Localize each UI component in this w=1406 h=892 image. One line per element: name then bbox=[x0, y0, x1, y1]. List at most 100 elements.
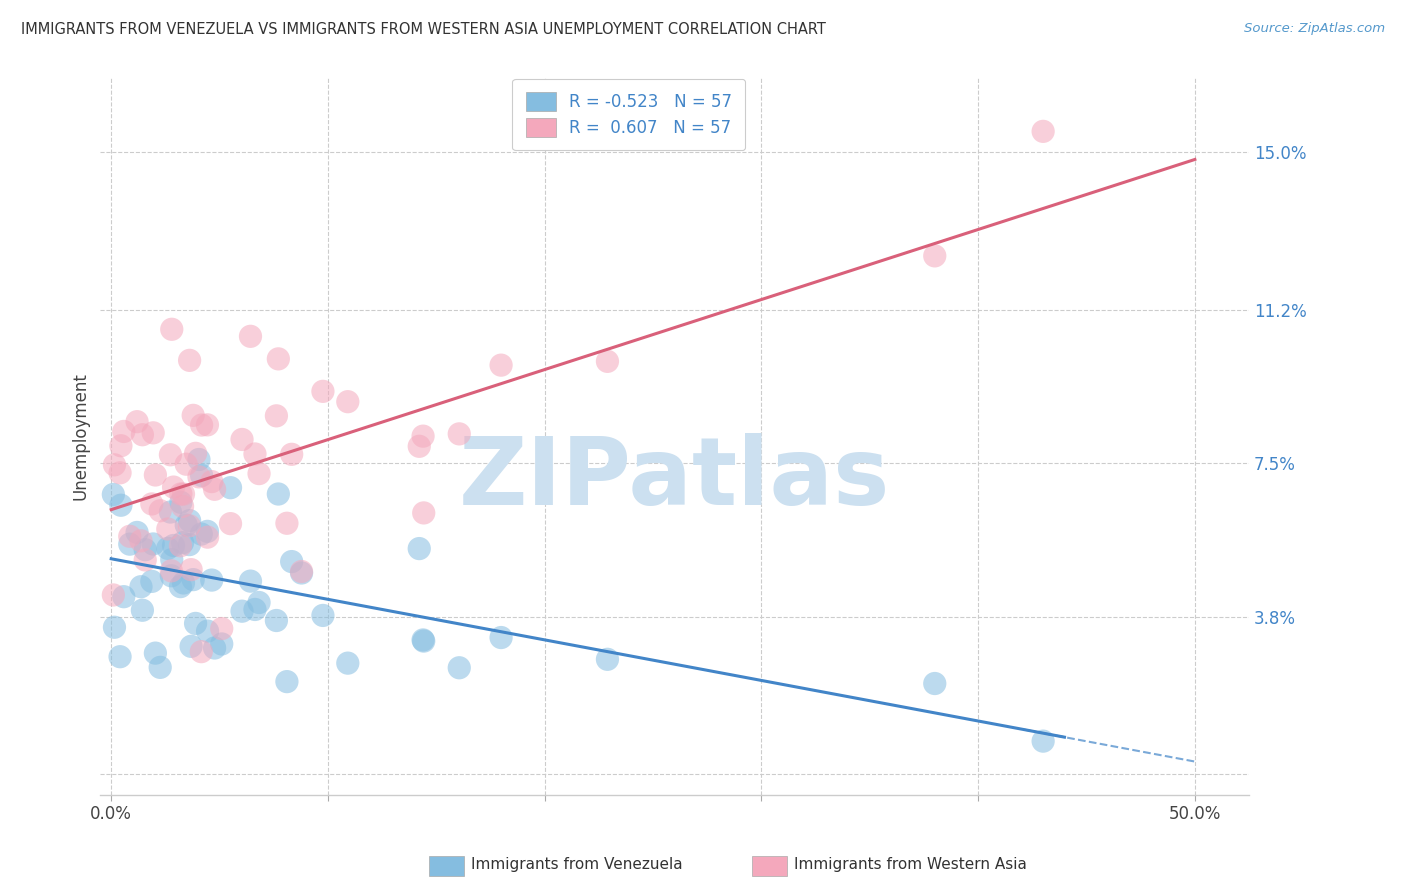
Point bbox=[412, 634, 434, 648]
Point bbox=[596, 354, 619, 368]
Point bbox=[179, 514, 201, 528]
Point bbox=[160, 552, 183, 566]
Point bbox=[141, 497, 163, 511]
Point bbox=[172, 487, 194, 501]
Point bbox=[489, 358, 512, 372]
Point bbox=[336, 394, 359, 409]
Point bbox=[149, 504, 172, 518]
Point bbox=[596, 652, 619, 666]
Point bbox=[489, 631, 512, 645]
Point bbox=[162, 480, 184, 494]
Point bbox=[180, 640, 202, 654]
Point bbox=[159, 505, 181, 519]
Point bbox=[1032, 734, 1054, 748]
Point bbox=[408, 541, 430, 556]
Point bbox=[110, 439, 132, 453]
Point bbox=[239, 329, 262, 343]
Point bbox=[266, 409, 288, 423]
Point bbox=[162, 539, 184, 553]
Point bbox=[179, 538, 201, 552]
Point bbox=[142, 425, 165, 440]
Point bbox=[131, 603, 153, 617]
Point bbox=[103, 487, 125, 501]
Text: Immigrants from Western Asia: Immigrants from Western Asia bbox=[794, 857, 1028, 872]
Point bbox=[160, 322, 183, 336]
Text: Immigrants from Venezuela: Immigrants from Venezuela bbox=[471, 857, 683, 872]
Point bbox=[280, 555, 302, 569]
Point bbox=[290, 565, 312, 579]
Point bbox=[159, 448, 181, 462]
Point bbox=[924, 249, 946, 263]
Point bbox=[243, 447, 266, 461]
Point bbox=[172, 500, 194, 514]
Point bbox=[169, 580, 191, 594]
Text: IMMIGRANTS FROM VENEZUELA VS IMMIGRANTS FROM WESTERN ASIA UNEMPLOYMENT CORRELATI: IMMIGRANTS FROM VENEZUELA VS IMMIGRANTS … bbox=[21, 22, 825, 37]
Point bbox=[181, 409, 204, 423]
Point bbox=[174, 457, 197, 471]
Text: ZIPatlas: ZIPatlas bbox=[458, 434, 890, 525]
Point bbox=[267, 487, 290, 501]
Point bbox=[290, 566, 312, 580]
Point bbox=[129, 580, 152, 594]
Point bbox=[156, 522, 179, 536]
Point bbox=[108, 649, 131, 664]
Point bbox=[156, 541, 179, 556]
Point bbox=[219, 481, 242, 495]
Legend: R = -0.523   N = 57, R =  0.607   N = 57: R = -0.523 N = 57, R = 0.607 N = 57 bbox=[512, 78, 745, 151]
Point bbox=[187, 452, 209, 467]
Point bbox=[103, 588, 125, 602]
Point bbox=[141, 574, 163, 589]
Point bbox=[172, 576, 194, 591]
Point bbox=[134, 542, 156, 557]
Point bbox=[118, 529, 141, 543]
Point bbox=[112, 590, 135, 604]
Point bbox=[412, 506, 434, 520]
Point bbox=[231, 604, 253, 618]
Point bbox=[184, 616, 207, 631]
Point bbox=[247, 467, 270, 481]
Point bbox=[280, 447, 302, 461]
Point bbox=[243, 602, 266, 616]
Point bbox=[190, 527, 212, 541]
Point bbox=[112, 425, 135, 439]
Point bbox=[170, 495, 193, 509]
Point bbox=[103, 458, 125, 472]
Point bbox=[1032, 124, 1054, 138]
Point bbox=[190, 468, 212, 483]
Point bbox=[204, 640, 226, 655]
Point bbox=[408, 439, 430, 453]
Point bbox=[108, 466, 131, 480]
Point bbox=[134, 553, 156, 567]
Point bbox=[312, 608, 335, 623]
Point bbox=[924, 676, 946, 690]
Y-axis label: Unemployment: Unemployment bbox=[72, 372, 89, 500]
Point bbox=[197, 524, 219, 539]
Point bbox=[211, 622, 233, 636]
Point bbox=[449, 426, 471, 441]
Point bbox=[170, 487, 193, 501]
Point bbox=[336, 656, 359, 670]
Point bbox=[190, 418, 212, 433]
Point bbox=[187, 470, 209, 484]
Point bbox=[211, 637, 233, 651]
Point bbox=[174, 518, 197, 533]
Point bbox=[247, 595, 270, 609]
Point bbox=[160, 568, 183, 582]
Point bbox=[266, 614, 288, 628]
Point bbox=[204, 483, 226, 497]
Point bbox=[118, 537, 141, 551]
Point bbox=[190, 645, 212, 659]
Point bbox=[312, 384, 335, 399]
Point bbox=[110, 498, 132, 512]
Point bbox=[125, 415, 148, 429]
Point bbox=[276, 674, 298, 689]
Point bbox=[197, 417, 219, 432]
Point bbox=[169, 539, 191, 553]
Point bbox=[239, 574, 262, 588]
Point bbox=[231, 433, 253, 447]
Point bbox=[145, 467, 167, 482]
Point bbox=[181, 573, 204, 587]
Point bbox=[276, 516, 298, 531]
Point bbox=[179, 353, 201, 368]
Point bbox=[267, 351, 290, 366]
